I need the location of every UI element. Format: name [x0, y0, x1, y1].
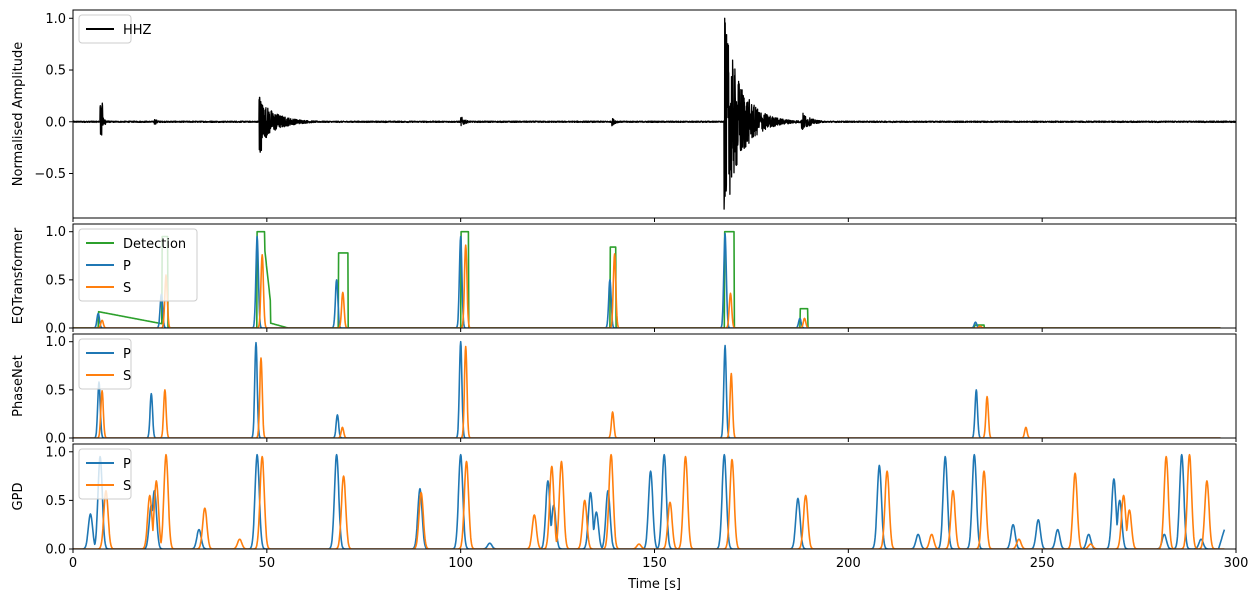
- ytick-label-gpd: 0.0: [45, 543, 66, 558]
- ytick-label-phasenet: 1.0: [45, 335, 66, 350]
- legend-eqt: Detection PS: [78, 228, 198, 302]
- panel-gpd: 0.0 0.5 1.0 0 50 100 150 200 250 300 GPD PS: [11, 443, 1249, 571]
- ytick-label-eqt: 1.0: [45, 225, 66, 240]
- legend-label-waveform-hhz: HHZ: [123, 23, 152, 38]
- ytick-label-waveform: −0.5: [34, 167, 66, 182]
- ytick-label-phasenet: 0.5: [45, 383, 66, 398]
- legend-label-eqt-s: S: [123, 281, 131, 296]
- ytick-label-eqt: 0.5: [45, 273, 66, 288]
- ylabel-eqt: EQTransformer: [11, 227, 26, 324]
- legend-label-eqt-detection: Detection: [123, 237, 186, 252]
- legend-phasenet: PS: [78, 338, 132, 390]
- legend-box-gpd: [78, 448, 132, 500]
- xtick-label: 200: [836, 556, 861, 571]
- panel-eqt: 0.0 0.5 1.0 EQTransformer Detection PS: [11, 223, 1237, 337]
- ytick-label-gpd: 1.0: [45, 445, 66, 460]
- legend-label-phasenet-p: P: [123, 347, 131, 362]
- ylabel-phasenet: PhaseNet: [11, 355, 26, 417]
- legend-waveform: HHZ: [78, 14, 152, 44]
- series-line-eqt-detection: [73, 230, 1221, 328]
- ylabel-gpd: GPD: [11, 483, 26, 511]
- xtick-label: 0: [69, 556, 77, 571]
- ytick-label-eqt: 0.0: [45, 322, 66, 337]
- series-line-eqt-s: [73, 244, 1221, 328]
- series-line-gpd-s: [73, 453, 1225, 549]
- legend-label-eqt-p: P: [123, 259, 131, 274]
- ytick-label-phasenet: 0.0: [45, 432, 66, 447]
- panel-waveform: −0.5 0.0 0.5 1.0 Normalised Amplitude HHZ: [11, 9, 1237, 222]
- series-line-waveform-hhz: [73, 17, 1236, 210]
- ytick-label-waveform: 0.5: [45, 64, 66, 79]
- legend-label-gpd-s: S: [123, 479, 131, 494]
- xtick-label: 100: [448, 556, 473, 571]
- xlabel: Time [s]: [627, 577, 681, 592]
- ytick-label-waveform: 1.0: [45, 12, 66, 27]
- xtick-label: 150: [642, 556, 667, 571]
- legend-label-phasenet-s: S: [123, 369, 131, 384]
- ytick-label-gpd: 0.5: [45, 494, 66, 509]
- plot-area-waveform: [73, 17, 1236, 210]
- xtick-label: 250: [1030, 556, 1055, 571]
- legend-box-eqt: [78, 228, 198, 302]
- legend-gpd: PS: [78, 448, 132, 500]
- ytick-label-waveform: 0.0: [45, 115, 66, 130]
- ylabel-waveform: Normalised Amplitude: [11, 42, 26, 186]
- xtick-label: 50: [259, 556, 276, 571]
- panel-phasenet: 0.0 0.5 1.0 PhaseNet PS: [11, 333, 1237, 447]
- legend-box-phasenet: [78, 338, 132, 390]
- legend-label-gpd-p: P: [123, 457, 131, 472]
- xtick-label: 300: [1224, 556, 1249, 571]
- plot-area-eqt: [73, 230, 1221, 328]
